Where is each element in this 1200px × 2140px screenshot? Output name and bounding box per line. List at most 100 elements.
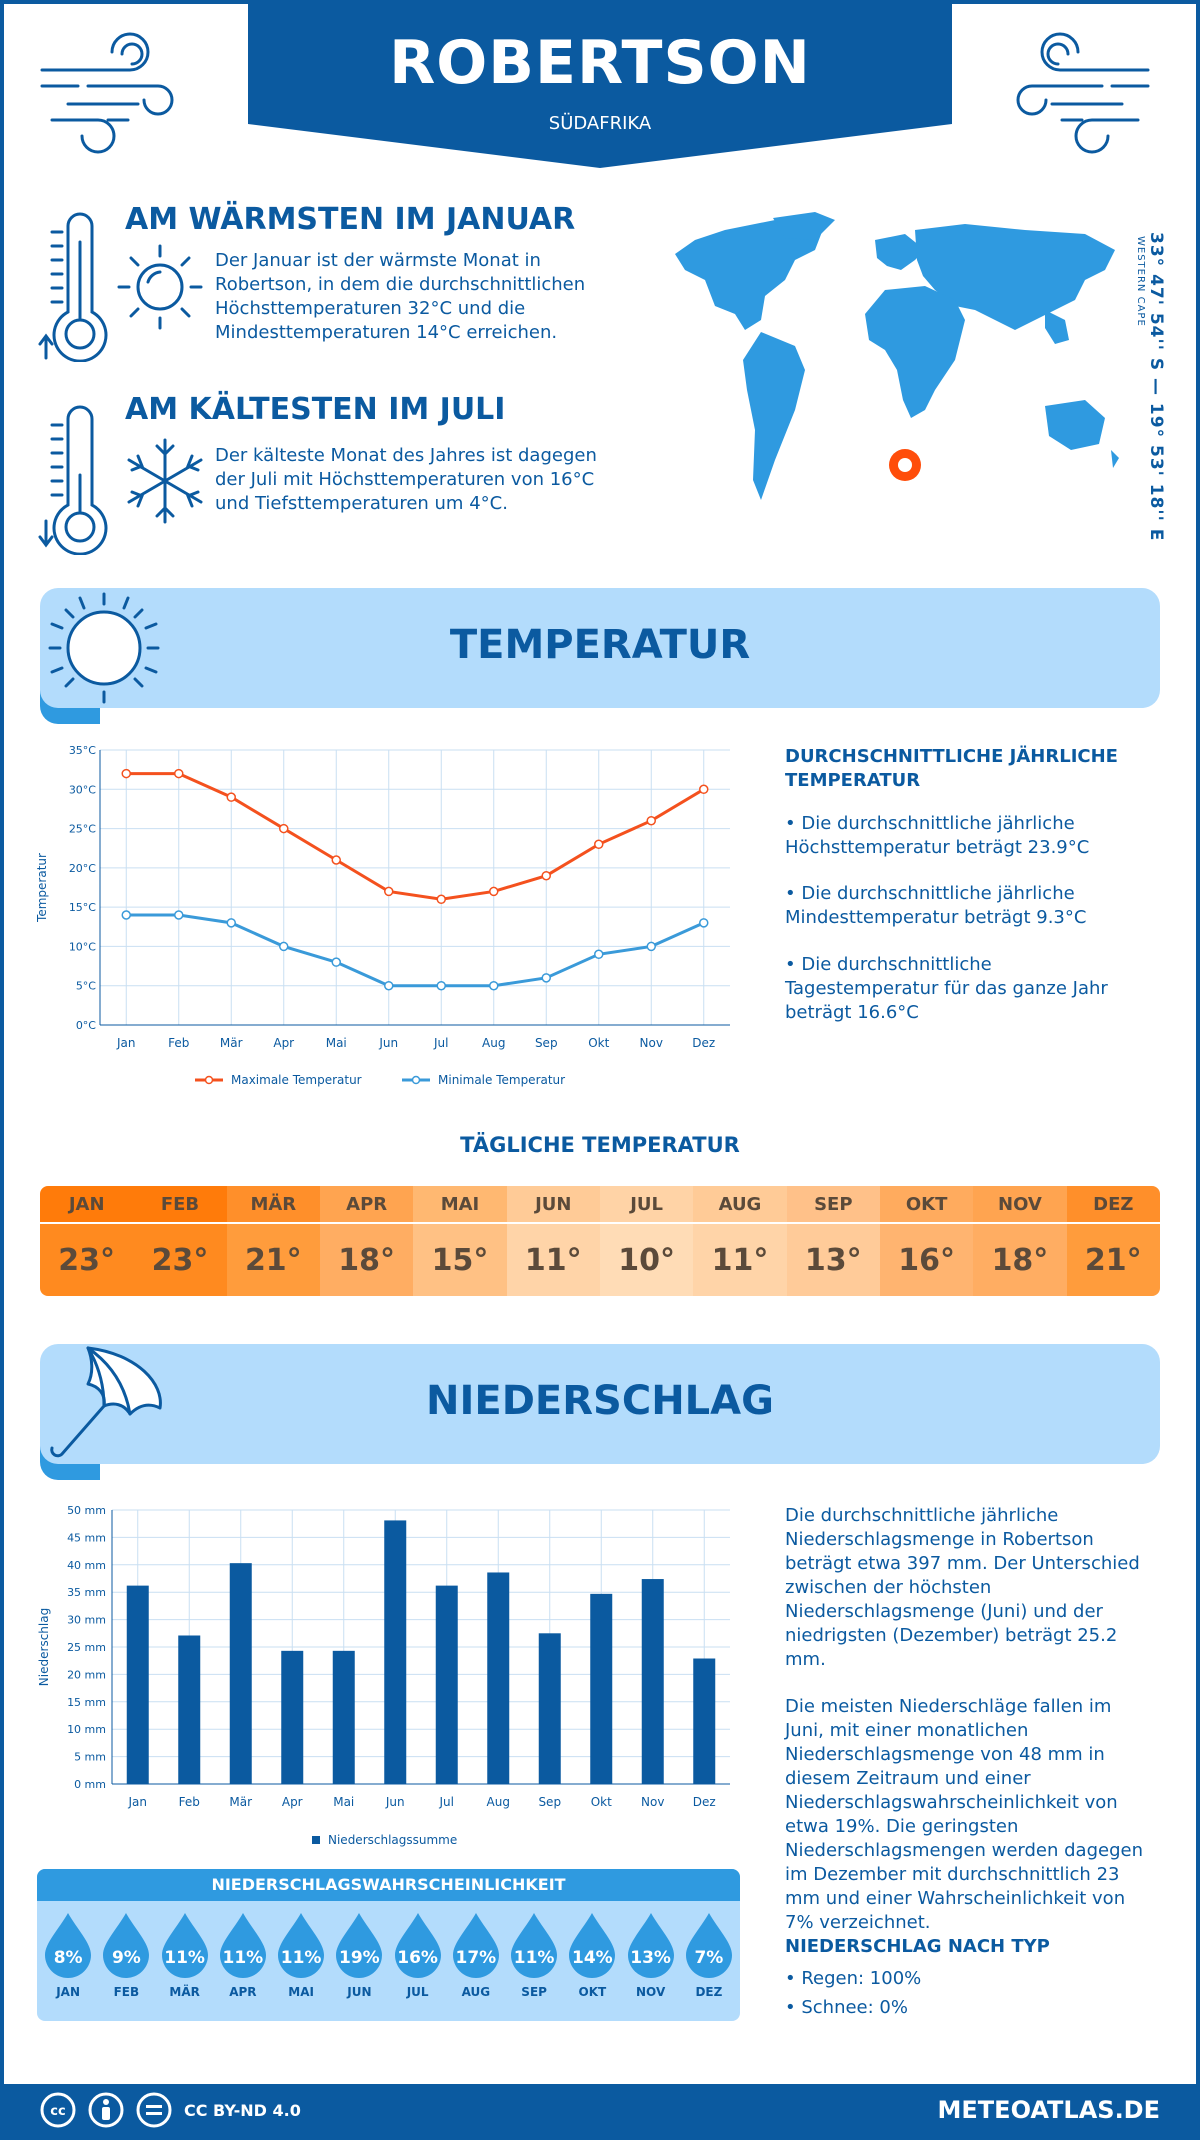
bar [487,1572,510,1784]
probability-value: 19% [339,1948,380,1968]
sun-icon [117,244,203,330]
coordinates: 33° 47' 54'' S — 19° 53' 18'' E [1146,232,1166,542]
daily-temp-column: MAI 15° [413,1186,507,1296]
svg-text:cc: cc [50,2104,65,2119]
raindrop-icon: 19% [332,1911,386,1979]
thermometer-up-icon [38,212,108,362]
daily-temp-column: APR 18° [319,1186,414,1296]
daily-temp-month: OKT [879,1186,974,1224]
series-line [126,913,705,988]
x-tick-label: Jan [128,1795,148,1809]
y-tick-label: 10 mm [67,1723,106,1736]
daily-temp-month: DEZ [1066,1186,1160,1224]
probability-drop: 11% MÄR [156,1911,214,1999]
y-tick-label: 30°C [69,783,96,796]
y-tick-label: 10°C [69,940,96,953]
data-point [384,980,394,991]
y-tick-label: 20 mm [67,1668,106,1681]
annual-min-text: • Die durchschnittliche jährliche Mindes… [785,883,1087,928]
y-tick-label: 5°C [76,980,96,993]
probability-value: 7% [694,1948,724,1968]
probability-month: NOV [636,1985,666,1999]
y-tick-label: 30 mm [67,1614,106,1627]
probability-drop: 11% APR [214,1911,272,1999]
bar [126,1585,149,1784]
probability-month: MÄR [169,1985,200,1999]
daily-temp-value: 21° [226,1224,320,1296]
daily-temp-value: 15° [413,1224,507,1296]
bar [178,1635,201,1784]
daily-temp-value: 11° [693,1224,787,1296]
x-tick-label: Dez [693,1795,716,1809]
precip-detail-text: Die meisten Niederschläge fallen im Juni… [785,1696,1143,1933]
data-point [541,870,551,881]
probability-month: APR [229,1985,257,1999]
probability-value: 11% [164,1948,205,1968]
daily-temp-column: JAN 23° [40,1186,134,1296]
y-tick-label: 50 mm [67,1504,106,1517]
sun-icon [48,592,160,704]
data-point [226,792,236,802]
daily-temp-value: 23° [40,1224,134,1296]
y-tick-label: 40 mm [67,1559,106,1572]
y-tick-label: 35 mm [67,1586,106,1599]
y-tick-label: 15°C [69,901,96,914]
temperature-title: TEMPERATUR [449,622,751,668]
thermometer-down-icon [38,405,108,555]
probability-drop: 11% SEP [505,1911,563,1999]
x-tick-label: Apr [282,1795,303,1809]
cc-icon: cc [40,2092,76,2128]
precip-type-rain: • Regen: 100% [785,1968,922,1989]
daily-temp-column: OKT 16° [879,1186,974,1296]
y-tick-label: 25 mm [67,1641,106,1654]
wind-icon [40,32,174,154]
y-tick-label: 35°C [69,744,96,757]
y-tick-label: 0 mm [74,1778,106,1791]
country-name: SÜDAFRIKA [548,113,652,134]
wind-icon [1016,32,1150,154]
daily-temp-month: SEP [786,1186,880,1224]
site-link[interactable]: METEOATLAS.DE [937,2096,1160,2124]
x-tick-label: Jul [433,1036,448,1050]
x-tick-label: Mai [326,1036,347,1050]
series-line [126,772,705,901]
daily-temp-value: 11° [506,1224,600,1296]
bar [332,1650,355,1784]
probability-drop: 9% FEB [97,1911,155,1999]
daily-temp-month: JUL [599,1186,694,1224]
daily-temp-column: SEP 13° [786,1186,880,1296]
raindrop-icon: 13% [624,1911,678,1979]
daily-temp-month: JAN [40,1186,134,1224]
warmest-text: Der Januar ist der wärmste Monat in Robe… [215,250,586,343]
bar [229,1563,252,1784]
data-point [541,973,551,983]
daily-temp-month: MAI [413,1186,507,1224]
legend-marker [312,1836,320,1844]
precip-type-snow: • Schnee: 0% [785,1997,908,2018]
x-tick-label: Aug [482,1036,505,1050]
daily-temp-month: MÄR [226,1186,320,1224]
probability-value: 11% [222,1948,264,1968]
daily-temp-value: 18° [319,1224,414,1296]
raindrop-icon: 8% [41,1911,95,1979]
data-point [489,886,499,897]
daily-temp-column: JUN 11° [506,1186,600,1296]
world-map [675,212,1119,500]
legend-label: Maximale Temperatur [231,1073,362,1087]
data-point [174,768,184,779]
x-tick-label: Feb [179,1795,200,1809]
x-tick-label: Nov [640,1036,663,1050]
city-name: ROBERTSON [389,28,811,98]
license-label: CC BY-ND 4.0 [184,2101,301,2120]
daily-temp-value: 10° [599,1224,694,1296]
bar [641,1579,664,1784]
daily-temp-column: MÄR 21° [226,1186,320,1296]
daily-temp-value: 18° [973,1224,1067,1296]
legend-label: Niederschlagssumme [328,1833,457,1847]
precip-type-title: NIEDERSCHLAG NACH TYP [785,1936,1050,1957]
data-point [174,910,184,920]
data-point [121,910,131,920]
footer [0,2084,1200,2140]
x-tick-label: Mär [229,1795,252,1809]
data-point [331,855,341,865]
